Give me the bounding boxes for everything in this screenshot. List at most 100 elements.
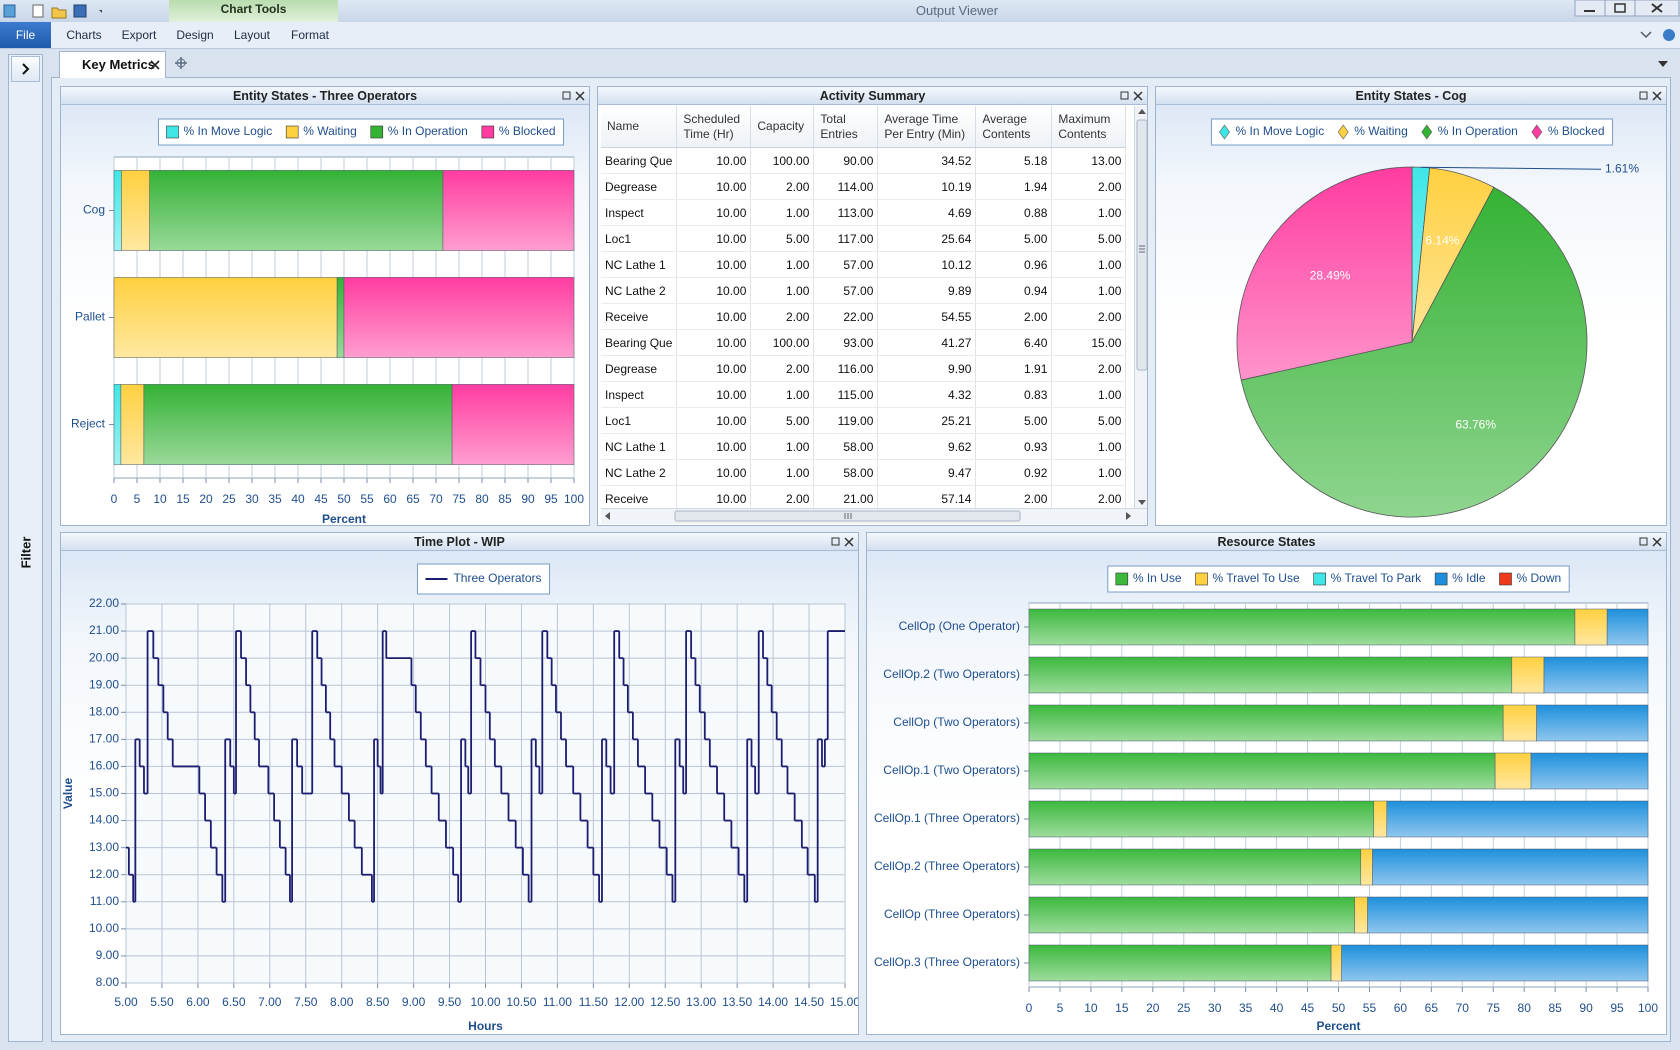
scroll-up[interactable] (1138, 109, 1146, 114)
panel-close[interactable] (1652, 537, 1662, 547)
panel-close[interactable] (1133, 91, 1143, 101)
legend-label: % Blocked (499, 124, 556, 138)
y-tick-label: CellOp.1 (Two Operators) (883, 763, 1020, 777)
x-tick-label: 6.50 (222, 995, 246, 1009)
legend-marker (1219, 124, 1230, 140)
menu-tab[interactable]: Format (290, 28, 329, 42)
y-tick-label: 10.00 (89, 921, 119, 935)
menu-tab[interactable]: Layout (233, 28, 271, 42)
bar-segment (1543, 656, 1649, 694)
table-cell: 1.00 (1051, 251, 1127, 278)
panel-close[interactable] (1652, 91, 1662, 101)
horizontal-scrollbar[interactable] (601, 508, 1147, 524)
legend-label: % In Use (1133, 571, 1182, 585)
save-icon[interactable] (73, 4, 87, 18)
menu-tab[interactable]: Export (121, 28, 157, 42)
bar-segment (1028, 704, 1504, 742)
customize-icon[interactable] (99, 10, 102, 13)
table-cell: 0.88 (975, 199, 1053, 226)
expand-button[interactable] (11, 56, 40, 82)
scroll-down[interactable] (1138, 500, 1146, 505)
maximize-button[interactable] (1604, 0, 1636, 17)
table-cell: 57.14 (877, 485, 977, 508)
x-tick-label: 25 (1177, 1001, 1191, 1015)
minimize-button[interactable] (1574, 0, 1606, 17)
table-row: Degrease 10.00 2.00 114.00 10.19 1.94 2.00 (601, 173, 1127, 200)
x-tick-label: 95 (544, 492, 558, 506)
tab-list-button[interactable] (1657, 60, 1669, 68)
panel-maximize[interactable] (831, 537, 840, 546)
legend-label: % Travel To Use (1213, 571, 1300, 585)
legend: % In Use % Travel To Use % Travel To Park%… (1107, 565, 1570, 593)
table-cell: 21.00 (813, 485, 879, 508)
help-button[interactable] (1663, 29, 1675, 41)
bar-segment (113, 170, 122, 251)
legend: Three Operators (416, 563, 551, 595)
bar-segment (1028, 848, 1362, 886)
scroll-right[interactable] (1126, 512, 1131, 520)
x-tick-label: 30 (245, 492, 259, 506)
ribbon-icons[interactable] (1638, 27, 1678, 43)
column-header: Capacity (750, 106, 815, 148)
table-cell: 2.00 (750, 173, 815, 200)
chart-title: Resource States (1217, 535, 1316, 549)
panel-maximize[interactable] (562, 91, 571, 100)
table-cell: 57.00 (813, 251, 879, 278)
table-cell: 1.00 (750, 433, 815, 460)
panel-buttons[interactable] (1639, 536, 1663, 548)
menu-file[interactable]: File (0, 22, 51, 48)
panel-close[interactable] (575, 91, 585, 101)
quick-access-toolbar[interactable] (2, 2, 102, 20)
table-cell: 10.00 (676, 147, 752, 174)
filter-label[interactable]: Filter (18, 536, 34, 569)
table-cell: 0.93 (975, 433, 1053, 460)
table-cell: 93.00 (813, 329, 879, 356)
panel-buttons[interactable] (831, 536, 855, 548)
document-tab[interactable]: Key Metrics (59, 51, 166, 78)
table-cell: 5.00 (975, 225, 1053, 252)
minimize-ribbon[interactable] (1640, 31, 1652, 39)
panel-buttons[interactable] (562, 90, 586, 102)
scroll-left[interactable] (605, 512, 610, 520)
table-cell: 2.00 (750, 303, 815, 330)
table-cell: 10.00 (676, 329, 752, 356)
legend-label: % In Operation (1438, 124, 1518, 138)
x-tick-label: 7.50 (294, 995, 318, 1009)
menu-tab[interactable]: Design (176, 28, 214, 42)
legend-label: % Waiting (303, 124, 357, 138)
table-cell: 9.47 (877, 459, 977, 486)
table-panel: Activity Summary Name Scheduled Time (Hr)… (597, 86, 1148, 526)
panel-buttons[interactable] (1639, 90, 1663, 102)
tab-close[interactable] (150, 60, 160, 70)
panel-buttons[interactable] (1120, 90, 1144, 102)
panel-close[interactable] (844, 537, 854, 547)
new-tab-button[interactable] (174, 56, 188, 70)
bar-segment (1494, 752, 1532, 790)
table-cell: 2.00 (1051, 485, 1127, 508)
legend-label: % In Move Logic (1235, 124, 1324, 138)
filter-sidebar: Filter (8, 54, 43, 1042)
menu-tab[interactable]: Charts (66, 28, 102, 42)
table-cell: 1.00 (750, 459, 815, 486)
x-tick-label: 65 (1425, 1001, 1439, 1015)
x-tick-label: 10.00 (470, 995, 500, 1009)
legend-marker (1313, 572, 1326, 586)
open-icon[interactable] (51, 7, 67, 19)
table-row: NC Lathe 2 10.00 1.00 57.00 9.89 0.94 1.00 (601, 277, 1127, 304)
table-cell: 2.00 (750, 485, 815, 508)
app-icon[interactable] (3, 4, 16, 18)
table-cell: NC Lathe 1 (601, 433, 678, 460)
new-icon[interactable] (32, 4, 44, 18)
legend-marker (370, 125, 384, 139)
panel-maximize[interactable] (1639, 91, 1648, 100)
scrollbar-track (1136, 109, 1147, 505)
panel-maximize[interactable] (1120, 91, 1129, 100)
vertical-scrollbar[interactable] (1134, 106, 1147, 508)
window-controls[interactable] (1574, 0, 1680, 18)
x-tick-label: 70 (429, 492, 443, 506)
panel-maximize[interactable] (1639, 537, 1648, 546)
column-header: Maximum Contents (1051, 106, 1127, 148)
scroll-thumb[interactable] (1136, 119, 1147, 371)
x-tick-label: 25 (222, 492, 236, 506)
chart-title: Entity States - Cog (1355, 89, 1467, 103)
